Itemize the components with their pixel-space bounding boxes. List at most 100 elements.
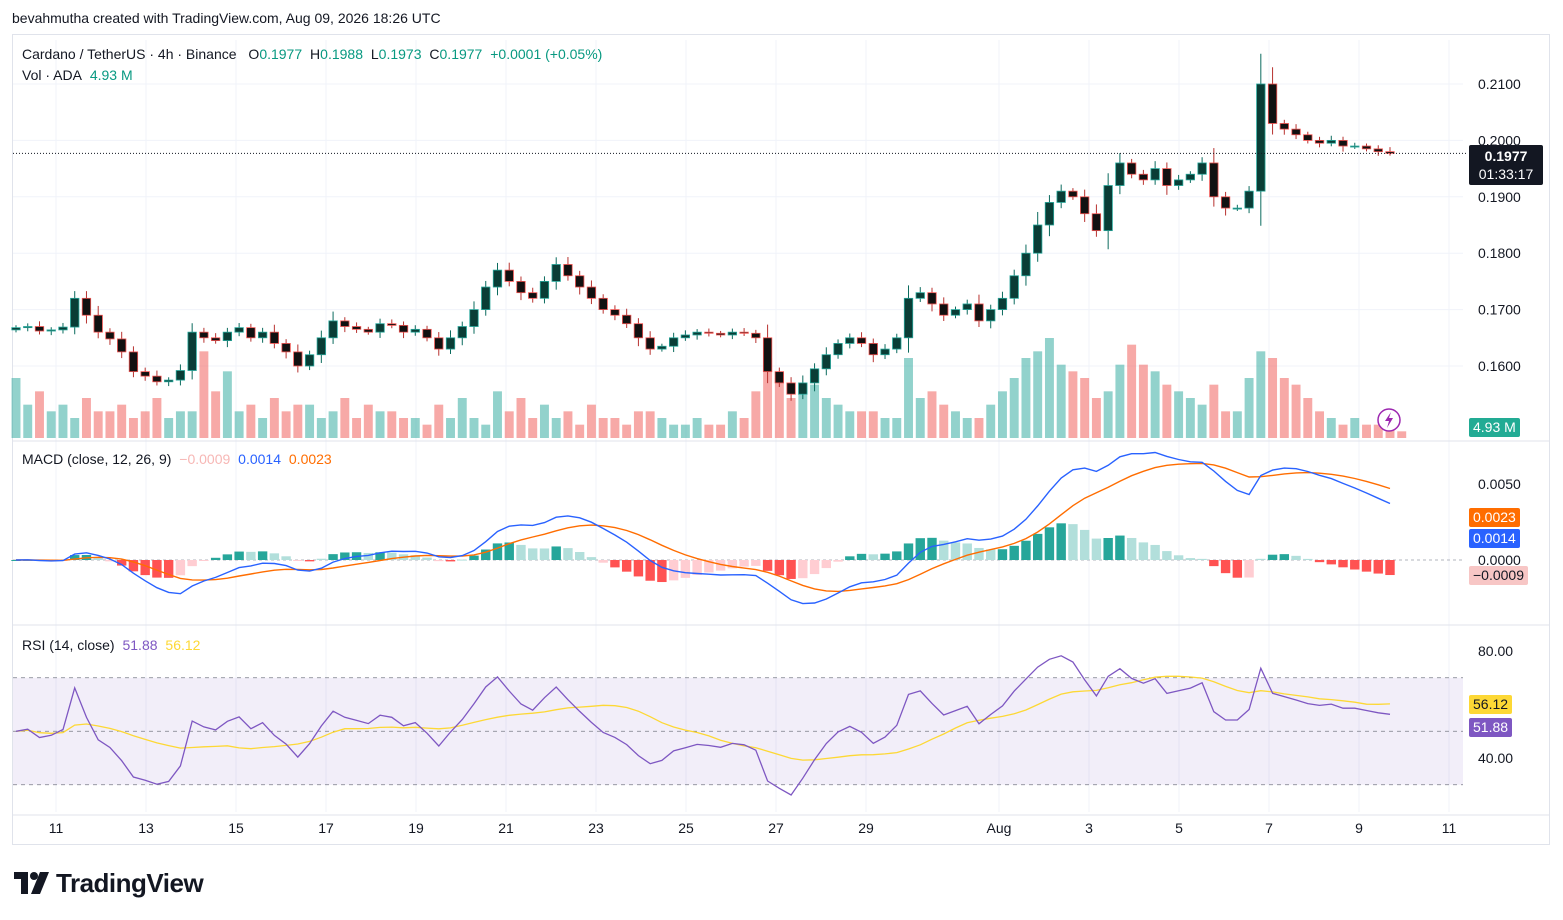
candle	[903, 285, 914, 353]
candle-body	[504, 269, 514, 282]
macd-histogram-bar	[1091, 538, 1102, 560]
candle	[986, 304, 996, 329]
candle-body	[1162, 168, 1172, 186]
macd-histogram-bar	[1009, 545, 1019, 560]
macd-histogram-bar	[105, 560, 115, 562]
candle	[105, 328, 115, 345]
candle-body	[152, 375, 162, 383]
macd-histogram-bar	[610, 560, 620, 568]
volume-bar	[246, 404, 256, 438]
candle-body	[257, 331, 268, 339]
macd-histogram-bar	[1185, 558, 1196, 560]
macd-histogram-bar	[246, 551, 256, 560]
volume-bar	[422, 424, 432, 438]
macd-axis-label: 0.0050	[1478, 476, 1521, 492]
time-axis-label: 19	[408, 820, 424, 836]
volume-bars	[11, 338, 1407, 438]
macd-histogram-bar	[727, 560, 738, 569]
macd-histogram-bar	[410, 555, 420, 560]
time-axis-label: 7	[1265, 820, 1273, 836]
macd-histogram-bar	[281, 556, 291, 560]
macd-histogram-bar	[528, 548, 538, 560]
volume-bar	[997, 391, 1007, 438]
candle-body	[23, 326, 33, 329]
time-axis-label: Aug	[987, 820, 1012, 836]
macd-histogram-bar	[1173, 555, 1184, 560]
candle-body	[1173, 179, 1184, 186]
macd-hist-tag: −0.0009	[1469, 566, 1528, 585]
candle	[939, 297, 949, 321]
macd-histogram-bar	[1314, 560, 1325, 563]
candle	[328, 311, 338, 344]
volume-bar	[1197, 404, 1207, 438]
candle	[892, 333, 902, 354]
candle	[1044, 195, 1055, 237]
macd-histogram-bar	[645, 560, 655, 581]
candle-body	[1291, 128, 1301, 136]
candle	[1009, 269, 1019, 305]
candle	[1056, 184, 1066, 209]
macd-histogram-bar	[1256, 558, 1266, 560]
volume-bar	[645, 411, 655, 438]
candle	[375, 318, 385, 338]
volume-bar	[434, 404, 444, 438]
candle	[821, 347, 831, 376]
candle	[199, 327, 209, 343]
candle	[1314, 136, 1325, 148]
candle	[1256, 53, 1266, 226]
candle-body	[1267, 83, 1278, 124]
macd-histogram-bar	[551, 546, 561, 560]
candles	[11, 53, 1395, 401]
close-value: 0.1977	[439, 46, 483, 62]
candle-body	[516, 280, 526, 294]
macd-histogram-bar	[704, 560, 714, 573]
candle-body	[1361, 145, 1372, 150]
candle	[622, 308, 632, 328]
candle-body	[1350, 145, 1360, 148]
candle	[316, 330, 326, 363]
macd-histogram-bar	[1115, 535, 1125, 560]
candle-body	[58, 326, 68, 331]
candle-body	[880, 348, 890, 356]
rsi-pane: 40.00 80.00	[13, 643, 1513, 796]
tradingview-logo[interactable]: TradingView	[14, 868, 204, 898]
open-label: O	[248, 46, 260, 62]
candle	[727, 328, 737, 340]
macd-histogram-bar	[915, 538, 925, 560]
candle-body	[469, 309, 479, 327]
candle-body	[1244, 190, 1254, 209]
candle-body	[1232, 207, 1242, 210]
macd-histogram-bar	[1138, 542, 1149, 560]
volume-bar	[410, 418, 420, 438]
candle-body	[269, 331, 279, 344]
volume-label: Vol · ADA	[22, 67, 82, 83]
volume-tag: 4.93 M	[1469, 418, 1520, 437]
chart-frame[interactable]	[12, 34, 1550, 845]
candle	[997, 291, 1008, 316]
candle	[856, 332, 867, 348]
macd-histogram-bar	[786, 560, 796, 579]
candle-body	[434, 337, 444, 350]
volume-bar	[516, 398, 526, 438]
time-axis-label: 21	[498, 820, 514, 836]
candle-body	[304, 354, 315, 367]
candle-body	[1150, 168, 1160, 181]
volume-bar	[199, 351, 209, 438]
volume-bar	[1338, 424, 1348, 438]
volume-bar	[269, 398, 279, 438]
volume-bar	[117, 404, 127, 438]
macd-histogram-bar	[492, 543, 503, 560]
candle	[128, 346, 139, 378]
candle-body	[786, 382, 796, 395]
volume-bar	[1221, 411, 1231, 438]
low-label: L	[370, 46, 379, 62]
volume-bar	[1162, 384, 1172, 438]
candle-body	[1138, 173, 1149, 181]
macd-histogram-bar	[70, 555, 80, 560]
macd-line-value: 0.0014	[238, 451, 281, 467]
candle	[563, 257, 573, 281]
candle	[1173, 174, 1184, 190]
macd-histogram-bar	[257, 551, 268, 560]
macd-histogram-bar	[586, 557, 597, 560]
